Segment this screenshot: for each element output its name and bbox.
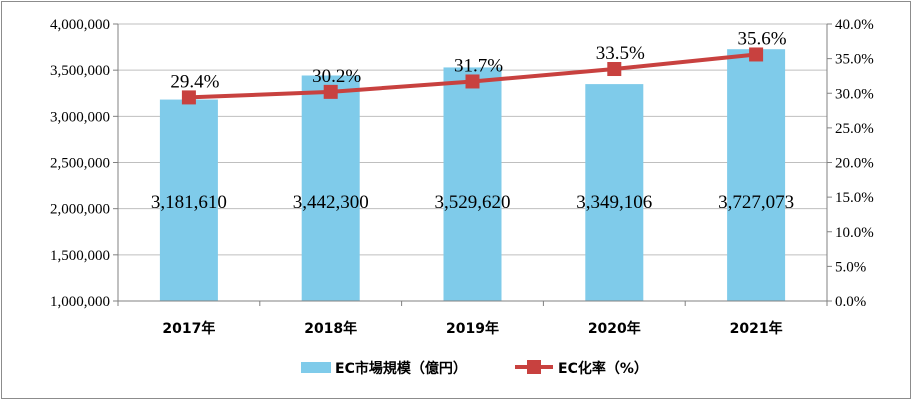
left-tick-label: 4,000,000 <box>50 17 110 33</box>
left-tick-label: 1,000,000 <box>50 294 110 310</box>
legend-label-bar: EC市場規模（億円） <box>335 360 467 377</box>
left-tick-label: 1,500,000 <box>50 248 110 264</box>
left-tick-label: 3,000,000 <box>50 109 110 125</box>
right-tick-label: 35.0% <box>835 52 874 68</box>
x-tick-label: 2021年 <box>730 320 783 337</box>
bar <box>727 49 786 302</box>
x-tick-label: 2017年 <box>162 320 215 337</box>
right-tick-label: 40.0% <box>835 17 874 33</box>
legend: EC市場規模（億円） EC化率（%） <box>301 360 648 377</box>
left-axis-ticks: 1,000,000 1,500,000 2,000,000 2,500,000 3,00… <box>50 17 110 310</box>
legend-label-line: EC化率（%） <box>558 360 648 377</box>
line-data-labels: 29.4% 30.2% 31.7% 33.5% 35.6% <box>170 28 786 92</box>
right-axis-ticks: 0.0% 5.0% 10.0% 15.0% 20.0% 25.0% 30.0% 35.0% 40… <box>835 17 874 310</box>
line-value-label: 29.4% <box>170 71 219 92</box>
legend-swatch-bar <box>301 362 331 373</box>
right-tick-label: 20.0% <box>835 156 874 172</box>
bar <box>443 67 502 301</box>
line-value-label: 35.6% <box>738 28 787 49</box>
line-marker <box>181 90 196 105</box>
bar-series <box>159 49 786 302</box>
line-series <box>181 47 764 105</box>
bar-value-label: 3,727,073 <box>718 192 794 213</box>
right-tick-label: 0.0% <box>835 294 866 310</box>
bar <box>301 75 360 302</box>
line-value-label: 30.2% <box>312 66 361 87</box>
right-tick-label: 5.0% <box>835 259 866 275</box>
right-tick-label: 15.0% <box>835 190 874 206</box>
line-value-label: 33.5% <box>596 43 645 64</box>
bar-value-label: 3,442,300 <box>293 192 369 213</box>
right-tick-label: 25.0% <box>835 121 874 137</box>
line-marker <box>465 74 480 89</box>
bar <box>159 99 218 302</box>
bar <box>585 84 644 301</box>
bar-value-label: 3,181,610 <box>151 192 227 213</box>
axes <box>113 23 832 306</box>
line-marker <box>323 84 338 99</box>
right-tick-label: 30.0% <box>835 86 874 102</box>
bar-data-labels: 3,181,610 3,442,300 3,529,620 3,349,106 3,72… <box>151 192 794 213</box>
line-marker <box>607 62 622 77</box>
x-tick-label: 2019年 <box>446 320 499 337</box>
left-tick-label: 2,000,000 <box>50 202 110 218</box>
line-value-label: 31.7% <box>454 55 503 76</box>
right-tick-label: 10.0% <box>835 225 874 241</box>
x-tick-label: 2018年 <box>304 320 357 337</box>
line-marker <box>749 47 764 62</box>
legend-swatch-marker <box>527 360 541 374</box>
left-tick-label: 2,500,000 <box>50 156 110 172</box>
x-axis-ticks: 2017年 2018年 2019年 2020年 2021年 <box>162 320 782 337</box>
bar-value-label: 3,349,106 <box>576 192 652 213</box>
left-tick-label: 3,500,000 <box>50 63 110 79</box>
bar-value-label: 3,529,620 <box>435 192 511 213</box>
x-tick-label: 2020年 <box>588 320 641 337</box>
